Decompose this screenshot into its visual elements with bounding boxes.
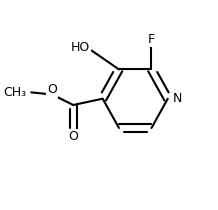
Text: CH₃: CH₃ <box>3 86 26 99</box>
Text: F: F <box>148 33 155 46</box>
Text: HO: HO <box>70 41 90 54</box>
Text: O: O <box>47 83 57 96</box>
Text: N: N <box>173 92 182 105</box>
Text: O: O <box>68 130 78 143</box>
